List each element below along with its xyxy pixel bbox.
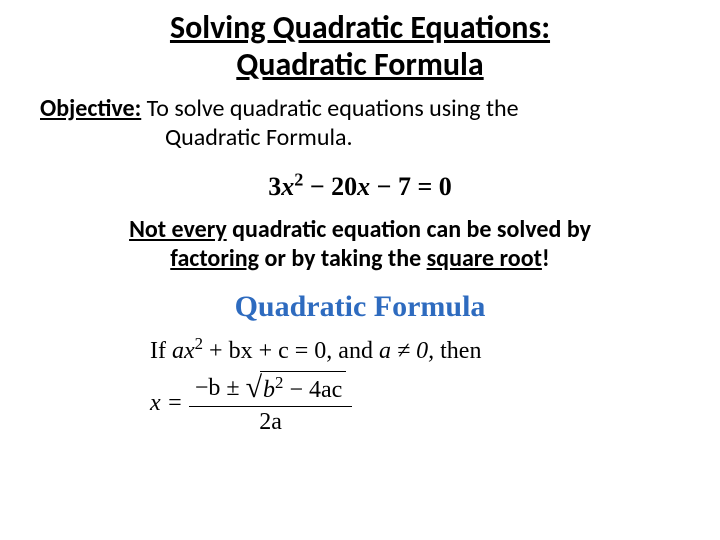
radical-icon: √ xyxy=(246,373,262,403)
eq-mid: − 20 xyxy=(303,172,357,201)
note-u1: factoring xyxy=(170,244,259,273)
qf-condition: If ax2 + bx + c = 0, and a ≠ 0, then xyxy=(150,334,680,365)
qf-then: then xyxy=(434,338,481,364)
eq-var-2: x xyxy=(357,172,370,201)
qf-negb: −b ± xyxy=(195,375,246,401)
sqrt-wrap: √b2 − 4ac xyxy=(246,371,347,404)
eq-trail: − 7 = 0 xyxy=(370,172,452,201)
qf-plus-bx: + bx + c = 0, xyxy=(203,338,332,364)
qf-formula: x = −b ± √b2 − 4ac 2a xyxy=(150,371,680,436)
note-post: ! xyxy=(542,244,550,273)
note-u2: square root xyxy=(427,244,542,273)
qf-a: a xyxy=(172,338,184,364)
equation-content: 3x2 − 20x − 7 = 0 xyxy=(268,172,452,201)
eq-var-1: x xyxy=(281,172,294,201)
objective-block: Objective: To solve quadratic equations … xyxy=(40,94,680,152)
qf-if: If xyxy=(150,338,172,364)
qf-fraction: −b ± √b2 − 4ac 2a xyxy=(189,371,352,436)
eq-coef-a: 3 xyxy=(268,172,281,201)
eq-exp: 2 xyxy=(294,170,303,190)
qf-lhs: x = xyxy=(150,390,183,417)
note-text: Not every quadratic equation can be solv… xyxy=(40,216,680,274)
objective-text-2: Quadratic Formula. xyxy=(40,123,353,152)
slide-title: Solving Quadratic Equations: Quadratic F… xyxy=(40,10,680,84)
note-mid2: or by taking the xyxy=(259,244,427,273)
slide: Solving Quadratic Equations: Quadratic F… xyxy=(0,0,720,540)
note-pre: Not every xyxy=(129,215,227,244)
qf-b: b xyxy=(263,377,275,403)
objective-label: Objective: xyxy=(40,94,141,123)
qf-x: x xyxy=(184,338,195,364)
qf-lhs-text: x = xyxy=(150,390,183,416)
qf-radicand: b2 − 4ac xyxy=(260,371,346,404)
qf-aneq: a ≠ 0, xyxy=(379,338,434,364)
title-line1: Solving Quadratic Equations: xyxy=(170,8,550,47)
title-line2: Quadratic Formula xyxy=(236,45,483,84)
quadratic-formula-heading: Quadratic Formula xyxy=(40,290,680,324)
qf-denominator: 2a xyxy=(189,407,352,436)
note-mid1: quadratic equation can be solved by xyxy=(227,215,591,244)
qf-exp: 2 xyxy=(195,334,203,353)
objective-text-1: To solve quadratic equations using the xyxy=(141,94,518,123)
qf-4ac: − 4ac xyxy=(283,377,342,403)
example-equation: 3x2 − 20x − 7 = 0 xyxy=(40,170,680,203)
qf-heading-text: Quadratic Formula xyxy=(235,290,486,323)
qf-numerator: −b ± √b2 − 4ac xyxy=(189,371,352,407)
qf-and: and xyxy=(332,338,379,364)
